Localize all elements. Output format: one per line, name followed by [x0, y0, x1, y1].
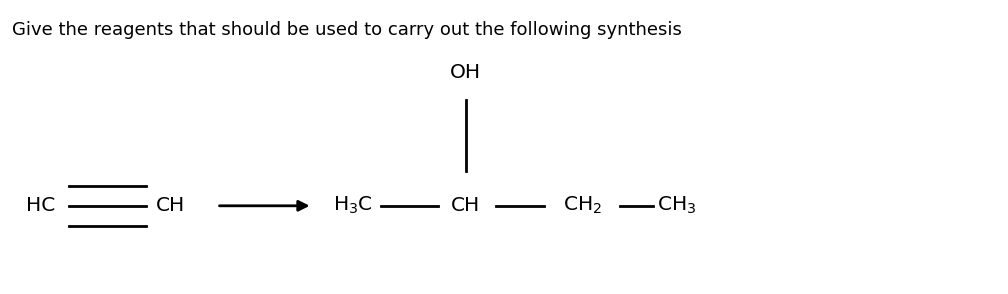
- Text: Give the reagents that should be used to carry out the following synthesis: Give the reagents that should be used to…: [12, 21, 682, 39]
- Text: H$_3$C: H$_3$C: [333, 195, 372, 216]
- Text: CH$_3$: CH$_3$: [657, 195, 697, 216]
- Text: OH: OH: [451, 63, 481, 82]
- Text: CH: CH: [451, 196, 481, 215]
- Text: HC: HC: [26, 196, 55, 215]
- Text: CH: CH: [156, 196, 185, 215]
- Text: CH$_2$: CH$_2$: [563, 195, 602, 216]
